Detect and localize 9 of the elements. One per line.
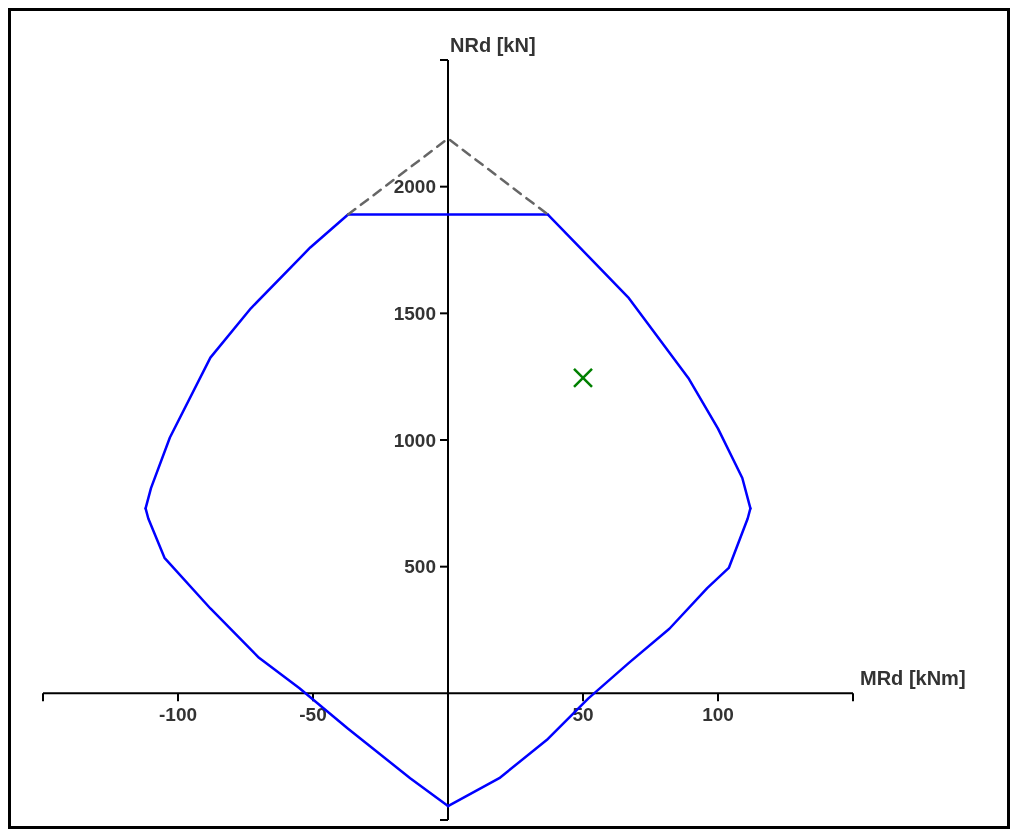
x-tick-label: -100 <box>158 704 198 726</box>
y-tick-label: 1000 <box>393 429 436 451</box>
y-tick-label: 1500 <box>393 302 436 324</box>
x-axis-title: MRd [kNm] <box>860 667 966 690</box>
y-axis-title: NRd [kN] <box>450 34 536 56</box>
x-tick-label: 100 <box>702 704 734 726</box>
y-tick-label: 2000 <box>393 176 436 198</box>
y-tick-label: 500 <box>404 556 436 578</box>
x-tick-label: -50 <box>299 704 327 726</box>
